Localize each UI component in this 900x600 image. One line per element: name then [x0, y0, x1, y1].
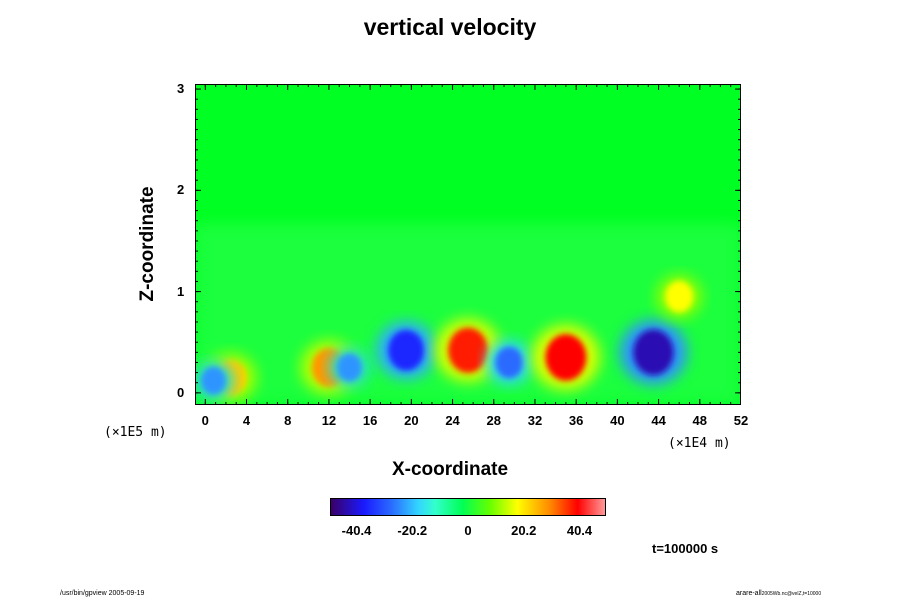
x-unit-label: (×1E4 m) [668, 436, 731, 451]
footer-source: arare-all2005Wb.nc@velZ,t=10000 [736, 590, 821, 597]
y-tick-label: 3 [177, 81, 185, 97]
colorbar-tick-label: 40.4 [566, 523, 593, 538]
x-tick-label: 48 [692, 413, 708, 428]
x-tick-label: 28 [486, 413, 501, 428]
feature-6-core [495, 346, 524, 379]
plot-area [195, 84, 741, 405]
feature-5-core [448, 327, 488, 373]
x-tick-label: 16 [362, 413, 378, 428]
x-tick-label: 0 [201, 413, 209, 428]
y-tick-label: 2 [177, 182, 185, 198]
x-tick-label: 24 [445, 413, 460, 428]
plot-frame [195, 84, 741, 405]
y-unit-label: (×1E5 m) [104, 425, 167, 440]
x-tick-label: 12 [321, 413, 337, 428]
y-tick-label: 0 [177, 384, 185, 400]
colorbar-tick-label: -20.2 [397, 523, 428, 538]
feature-3-core [337, 353, 362, 382]
y-axis-label: Z-coordinate [137, 186, 158, 302]
x-tick-label: 52 [733, 413, 749, 428]
x-tick-label: 32 [527, 413, 543, 428]
y-tick-label: 1 [177, 283, 185, 299]
time-annotation: t=100000 s [652, 541, 719, 556]
colorbar-tick-label: 0 [464, 523, 472, 538]
footer-source-main: arare-all [736, 590, 762, 597]
velocity-features [195, 274, 703, 403]
colorbar [330, 498, 606, 516]
footer-source-detail: 2005Wb.nc@velZ,t=10000 [761, 591, 822, 597]
feature-9-core [665, 280, 694, 313]
feature-7-core [545, 334, 587, 381]
feature-4-core [388, 329, 425, 371]
colorbar-tick-label: -40.4 [341, 523, 372, 538]
x-tick-label: 4 [242, 413, 251, 428]
x-tick-label: 8 [284, 413, 292, 428]
feature-1-core [201, 366, 226, 395]
x-tick-label: 20 [404, 413, 419, 428]
colorbar-tick-label: 20.2 [511, 523, 537, 538]
x-axis-label: X-coordinate [391, 459, 509, 480]
x-tick-label: 36 [568, 413, 584, 428]
x-tick-label: 40 [610, 413, 625, 428]
x-tick-label: 44 [651, 413, 666, 428]
axis-ticks [195, 84, 741, 405]
feature-8-core [633, 329, 674, 376]
footer-command: /usr/bin/gpview 2005-09-19 [60, 590, 145, 597]
chart-title: vertical velocity [363, 14, 537, 40]
